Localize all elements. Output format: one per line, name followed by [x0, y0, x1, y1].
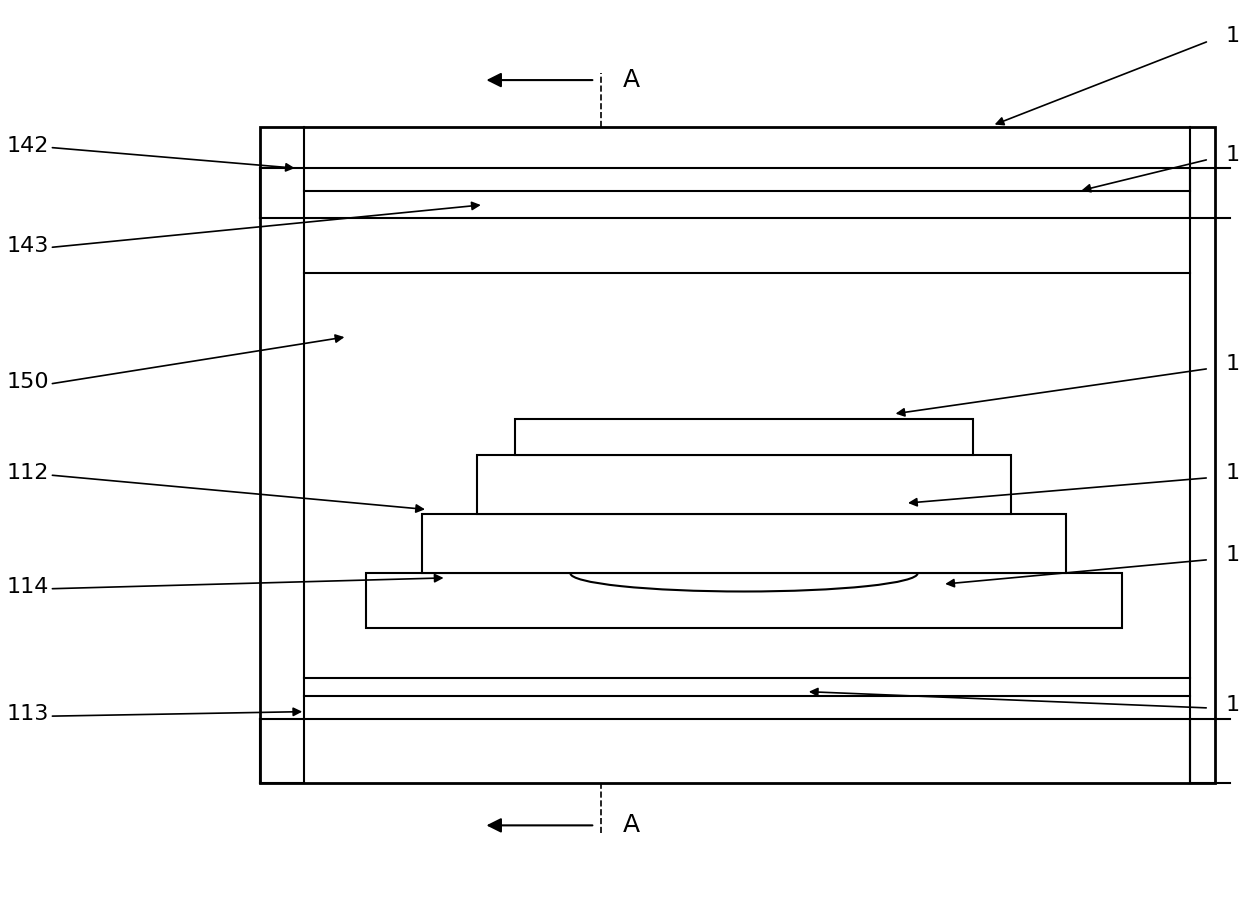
Text: 129: 129 [1225, 545, 1240, 565]
Text: 125: 125 [1225, 354, 1240, 374]
Text: 122: 122 [1225, 695, 1240, 715]
Text: 100: 100 [1225, 26, 1240, 46]
Text: 150: 150 [6, 372, 48, 392]
Text: 142: 142 [6, 136, 48, 156]
Bar [515, 419, 973, 455]
Bar [422, 514, 1066, 573]
Text: 133: 133 [1225, 145, 1240, 165]
Bar [260, 127, 1215, 783]
Bar [366, 573, 1122, 628]
Text: 112: 112 [6, 463, 48, 483]
Bar [477, 455, 1011, 514]
Text: 114: 114 [6, 577, 48, 597]
Text: 113: 113 [6, 704, 48, 724]
Text: A: A [622, 814, 640, 837]
Text: A: A [622, 68, 640, 92]
Text: 123: 123 [1225, 463, 1240, 483]
Text: 143: 143 [6, 236, 48, 256]
